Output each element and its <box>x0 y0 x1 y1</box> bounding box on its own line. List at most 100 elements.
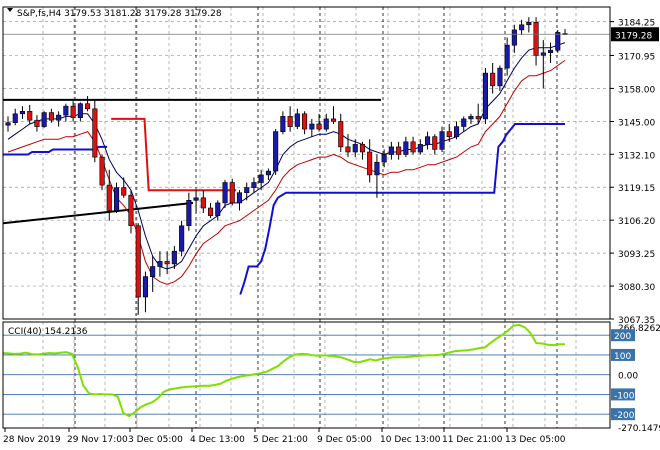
candle-body <box>519 24 525 31</box>
candle-body <box>367 151 373 176</box>
envelope-lower-line <box>3 145 108 156</box>
candle <box>92 99 98 163</box>
candle-body <box>179 225 185 252</box>
candle <box>410 136 416 155</box>
candle-body <box>273 131 279 172</box>
candle <box>338 113 344 152</box>
cci-axis: 266.8262 -270.1479 200 100 0.00 -100 -200 <box>611 324 660 434</box>
candle <box>367 139 373 183</box>
candle <box>114 182 120 214</box>
candle-body <box>5 122 11 126</box>
candle-body <box>330 118 337 122</box>
candle-body <box>164 261 170 265</box>
cci-label: CCI(40) 154.2136 <box>8 327 88 337</box>
candle <box>186 192 192 231</box>
candle <box>403 136 409 158</box>
envelope-upper-line <box>111 117 237 192</box>
price-axis: 3184.25 3170.95 3158.00 3145.00 3132.10 3119.… <box>610 19 659 326</box>
time-tick-label: 13 Dec 05:00 <box>505 435 566 445</box>
candle <box>316 113 322 132</box>
candle <box>497 65 503 91</box>
candle-body <box>41 112 47 127</box>
time-tick-label: 9 Dec 05:00 <box>317 435 372 445</box>
candle <box>388 141 394 160</box>
candle-body <box>309 123 315 130</box>
candle-body <box>497 67 503 87</box>
current-price-badge <box>611 27 659 42</box>
candle <box>121 177 127 198</box>
envelope-lower-line <box>239 123 565 295</box>
candle-body <box>381 154 387 163</box>
candle <box>48 108 55 123</box>
price-tick-label: 3184.25 <box>618 19 655 29</box>
candle <box>453 121 460 140</box>
moving-average-mid <box>7 42 566 270</box>
candle <box>19 106 26 119</box>
chart-header-text: S&P,fs,H4 3179.53 3181.28 3179.28 3179.2… <box>17 9 222 19</box>
candle <box>99 154 105 191</box>
candle <box>540 40 546 89</box>
candle <box>236 190 242 211</box>
candle-body <box>453 126 460 138</box>
candle <box>27 104 33 125</box>
cci-plot <box>2 323 610 418</box>
candle <box>12 108 18 126</box>
time-axis: 28 Nov 2019 29 Nov 17:00 3 Dec 05:00 4 Dec … <box>3 428 566 445</box>
time-tick-label: 28 Nov 2019 <box>3 435 61 445</box>
candle <box>381 149 387 168</box>
candle-body <box>511 29 517 46</box>
candle-body <box>70 105 76 118</box>
cci-panel-frame <box>2 321 611 429</box>
candle-body <box>222 182 228 204</box>
price-tick-label: 3093.25 <box>618 250 655 260</box>
candle <box>56 111 62 127</box>
candle <box>193 190 199 214</box>
price-tick-label: 3170.95 <box>618 52 655 62</box>
time-tick-label: 10 Dec 13:00 <box>380 435 441 445</box>
candle-body <box>417 144 423 153</box>
cci-axis-bottom: -270.1479 <box>618 424 660 434</box>
candle-body <box>77 103 83 118</box>
chart-header: S&P,fs,H4 3179.53 3181.28 3179.28 3179.2… <box>7 8 222 19</box>
price-tick-label: 3067.35 <box>618 316 655 326</box>
candle-body <box>461 118 467 127</box>
cci-level-label: -100 <box>614 391 635 401</box>
cci-level-badge <box>611 408 635 421</box>
candle <box>34 115 40 132</box>
candle-body <box>424 136 431 145</box>
collapse-triangle-icon[interactable] <box>7 8 13 12</box>
candle-body <box>396 146 402 155</box>
candle-body <box>157 261 163 267</box>
candle <box>519 19 525 35</box>
candle-body <box>258 174 264 183</box>
candle <box>5 116 11 132</box>
candle-body <box>490 72 496 87</box>
candle <box>417 139 423 155</box>
candle <box>323 113 329 132</box>
candle-body <box>410 141 416 153</box>
candle <box>171 246 177 270</box>
time-tick-label: 3 Dec 05:00 <box>128 435 183 445</box>
candle-body <box>99 156 105 186</box>
candle <box>106 169 112 221</box>
main-plot <box>2 17 610 315</box>
candle <box>547 42 554 63</box>
candle-body <box>135 225 141 298</box>
candle <box>179 220 185 257</box>
price-tick-label: 3158.00 <box>618 85 655 95</box>
candle <box>294 108 300 130</box>
candle-body <box>142 276 148 298</box>
candle-body <box>229 182 235 204</box>
candle-body <box>215 202 221 216</box>
time-tick-label: 11 Dec 21:00 <box>442 435 503 445</box>
candle-body <box>374 161 380 176</box>
candle-body <box>171 250 177 265</box>
candle <box>222 179 228 208</box>
chart-grid <box>3 7 610 428</box>
candle <box>135 223 141 315</box>
candle <box>526 17 532 33</box>
candle <box>142 271 148 313</box>
time-tick-label: 29 Nov 17:00 <box>67 435 128 445</box>
trendline <box>2 201 194 225</box>
candle <box>359 141 366 160</box>
